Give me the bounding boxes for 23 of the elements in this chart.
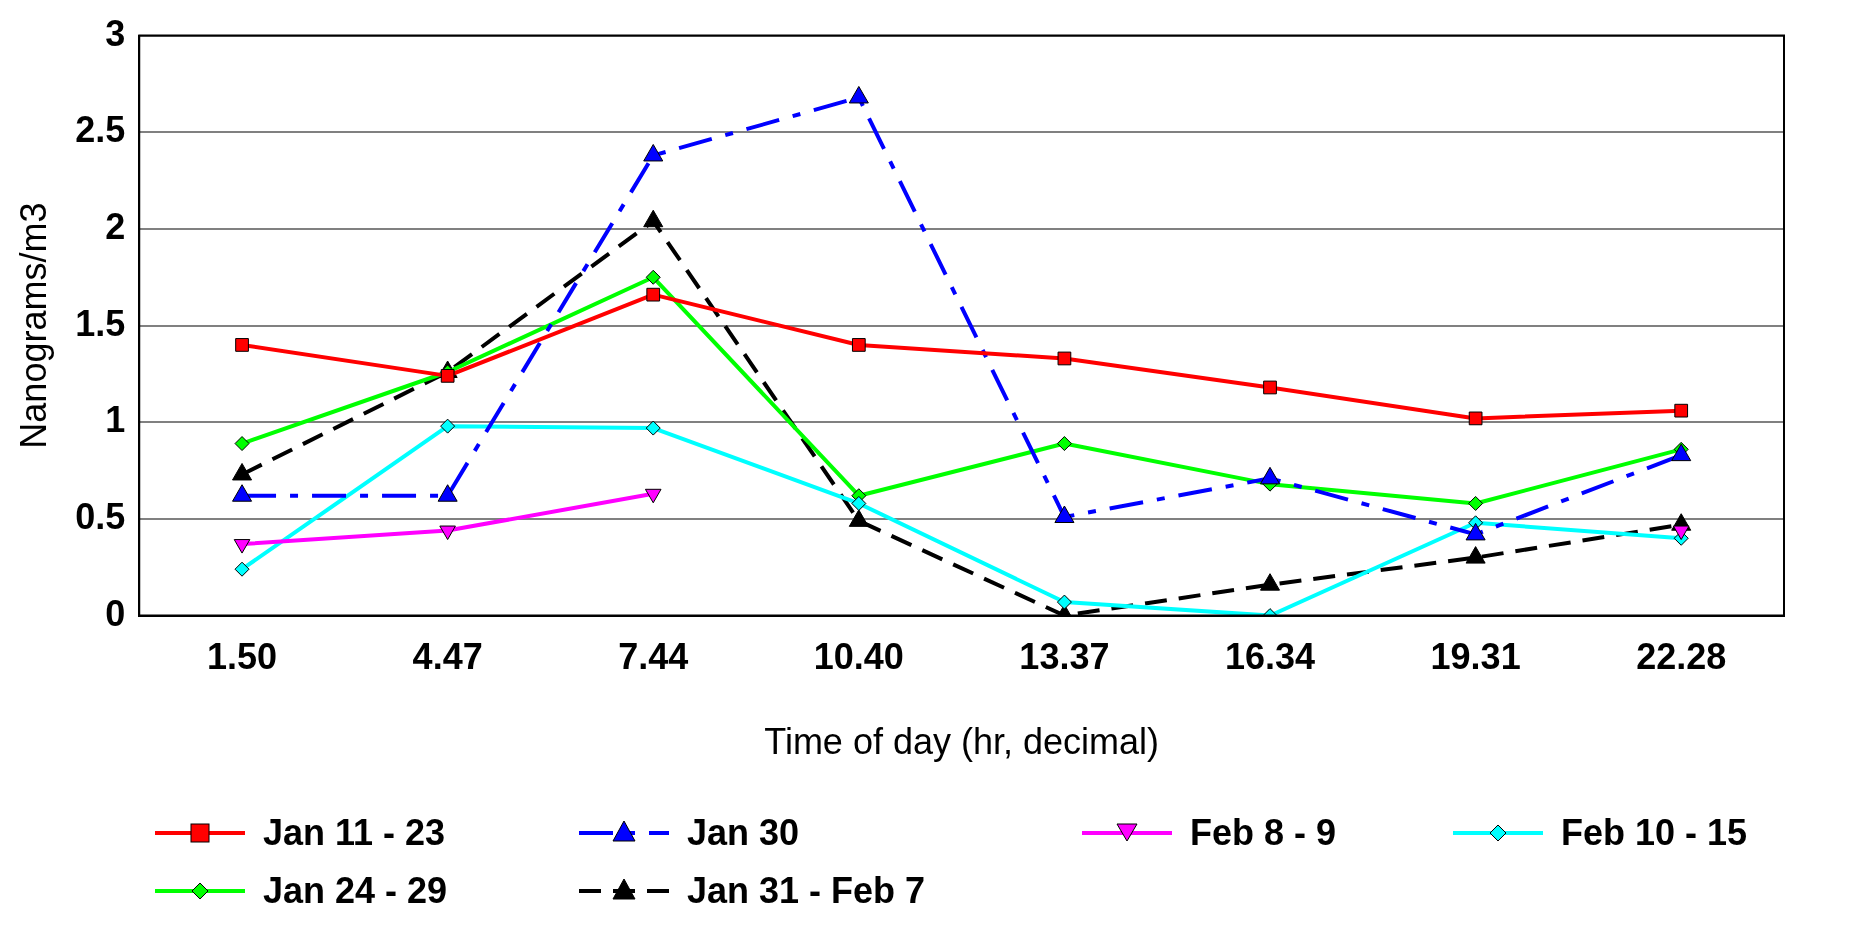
legend-label: Jan 24 - 29 (263, 870, 448, 912)
y-tick-label: 1 (105, 399, 126, 441)
legend-label: Feb 10 - 15 (1561, 812, 1748, 854)
x-tick-label: 22.28 (1636, 636, 1727, 678)
x-tick-label: 1.50 (207, 636, 278, 678)
legend-label: Jan 31 - Feb 7 (687, 870, 926, 912)
legend-label: Jan 30 (687, 812, 800, 854)
x-axis-title: Time of day (hr, decimal) (764, 721, 1160, 763)
legend-label: Jan 11 - 23 (263, 812, 446, 854)
x-tick-label: 10.40 (813, 636, 904, 678)
x-tick-label: 19.31 (1430, 636, 1521, 678)
legend-label: Feb 8 - 9 (1190, 812, 1337, 854)
y-axis-title: Nanograms/m3 (12, 202, 54, 449)
x-tick-label: 4.47 (412, 636, 483, 678)
y-tick-label: 0.5 (75, 495, 126, 537)
x-tick-label: 7.44 (618, 636, 689, 678)
y-tick-label: 3 (105, 12, 126, 54)
x-tick-label: 13.37 (1019, 636, 1110, 678)
y-tick-label: 0 (105, 592, 126, 634)
y-tick-label: 1.5 (75, 302, 126, 344)
y-tick-label: 2.5 (75, 109, 126, 151)
y-tick-label: 2 (105, 205, 126, 247)
x-tick-label: 16.34 (1224, 636, 1316, 678)
